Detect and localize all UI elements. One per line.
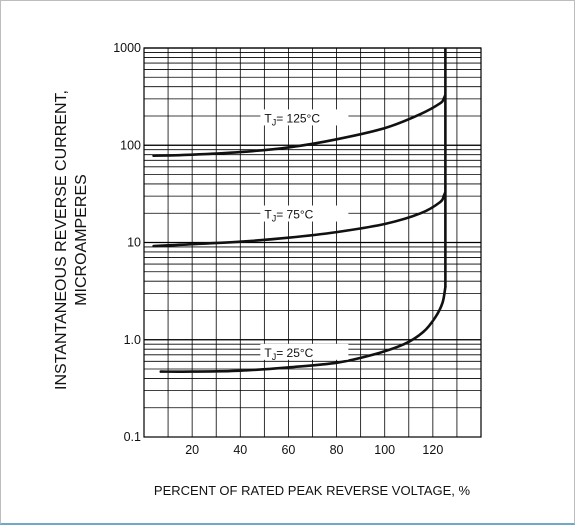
y-tick-label: 100	[120, 138, 141, 152]
y-axis-title-group-2: MICROAMPERES	[73, 174, 90, 306]
curve-series-2	[152, 194, 445, 248]
y-tick-label: 1000	[113, 41, 141, 55]
x-tick-label: 80	[330, 443, 344, 457]
x-axis-title: PERCENT OF RATED PEAK REVERSE VOLTAGE, %	[154, 483, 471, 498]
curve-label-series-1: TJ= 125°C	[264, 111, 320, 127]
curves	[152, 48, 447, 373]
y-axis-title-line1: INSTANTANEOUS REVERSE CURRENT,	[53, 90, 70, 390]
grid-lines	[143, 47, 482, 438]
y-tick-label: 10	[127, 236, 141, 250]
axis-ticks: 20 40 60 80 100 120 0.1 1.0 10 100 1000	[113, 41, 443, 457]
y-axis-title-group: INSTANTANEOUS REVERSE CURRENT,	[53, 90, 70, 390]
curve-join-1	[442, 94, 447, 100]
curve-label-background	[260, 109, 349, 126]
curve-label-series-2: TJ= 75°C	[264, 208, 313, 224]
x-tick-label: 120	[422, 443, 443, 457]
curve-label-background	[260, 343, 349, 360]
x-tick-label: 20	[185, 443, 199, 457]
y-axis-title-line2: MICROAMPERES	[73, 174, 90, 306]
curve-series-3	[159, 285, 447, 373]
curve-join-2	[442, 191, 447, 197]
x-tick-label: 100	[374, 443, 395, 457]
curve-labels: TJ= 125°C TJ= 75°C TJ= 25°C	[260, 109, 349, 362]
y-tick-label: 1.0	[124, 333, 141, 347]
x-tick-label: 40	[233, 443, 247, 457]
y-tick-label: 0.1	[124, 430, 141, 444]
curve-label-series-3: TJ= 25°C	[264, 346, 313, 362]
curve-label-background	[260, 205, 349, 222]
curve-series-1	[152, 97, 445, 157]
x-tick-label: 60	[281, 443, 295, 457]
